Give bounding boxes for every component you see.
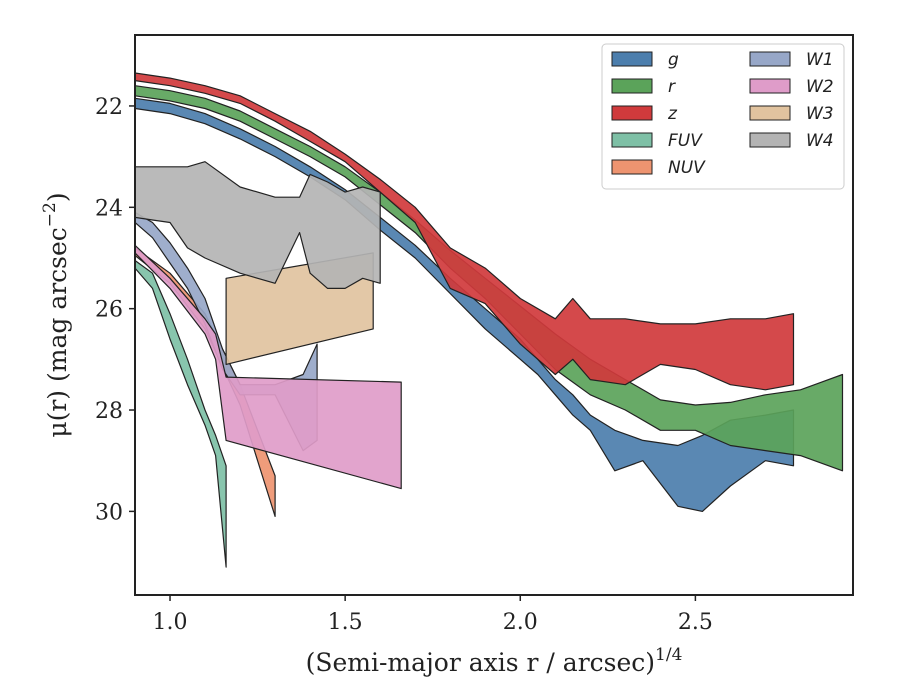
legend-swatch-fuv — [611, 132, 653, 148]
x-tick-label: 2.5 — [678, 610, 713, 635]
band-z — [135, 72, 795, 391]
legend-swatch-w2 — [749, 78, 791, 94]
legend-swatch-w1 — [749, 51, 791, 67]
legend-swatch-r — [611, 78, 653, 94]
y-tick-label: 24 — [95, 196, 123, 221]
band-w4 — [135, 161, 381, 289]
legend-label-w1: W1 — [806, 50, 834, 70]
x-axis-ticks: 1.0 1.5 2.0 2.5 — [153, 595, 713, 635]
profile-bands — [135, 72, 844, 568]
legend-label-w2: W2 — [806, 77, 834, 97]
y-tick-label: 22 — [95, 95, 123, 120]
x-axis-label: (Semi-major axis r / arcsec)1/4 — [306, 645, 683, 677]
legend-label-fuv: FUV — [668, 131, 703, 151]
x-tick-label: 2.0 — [503, 610, 538, 635]
legend-label-g: g — [668, 50, 679, 70]
legend-label-w4: W4 — [806, 131, 834, 151]
legend-label-w3: W3 — [806, 104, 834, 124]
y-tick-label: 30 — [95, 500, 123, 525]
legend-swatch-w4 — [749, 132, 791, 148]
legend-swatch-nuv — [611, 159, 653, 175]
legend-swatch-w3 — [749, 105, 791, 121]
legend-label-r: r — [668, 77, 676, 97]
y-axis-ticks: 22 24 26 28 30 — [95, 95, 135, 525]
x-tick-label: 1.0 — [153, 610, 188, 635]
band-fuv — [135, 259, 227, 568]
plot-frame — [134, 34, 854, 596]
y-tick-label: 26 — [95, 298, 123, 323]
legend-label-z: z — [667, 104, 678, 124]
y-axis-label: μ(r) (mag arcsec−2) — [40, 192, 72, 437]
legend-swatch-z — [611, 105, 653, 121]
legend-swatch-g — [611, 51, 653, 67]
legend: grz FUV NUV W1 W2 W3 W4 — [601, 43, 845, 190]
legend-label-nuv: NUV — [668, 158, 706, 178]
y-tick-label: 28 — [95, 399, 123, 424]
band-w2 — [135, 244, 402, 490]
x-tick-label: 1.5 — [328, 610, 363, 635]
